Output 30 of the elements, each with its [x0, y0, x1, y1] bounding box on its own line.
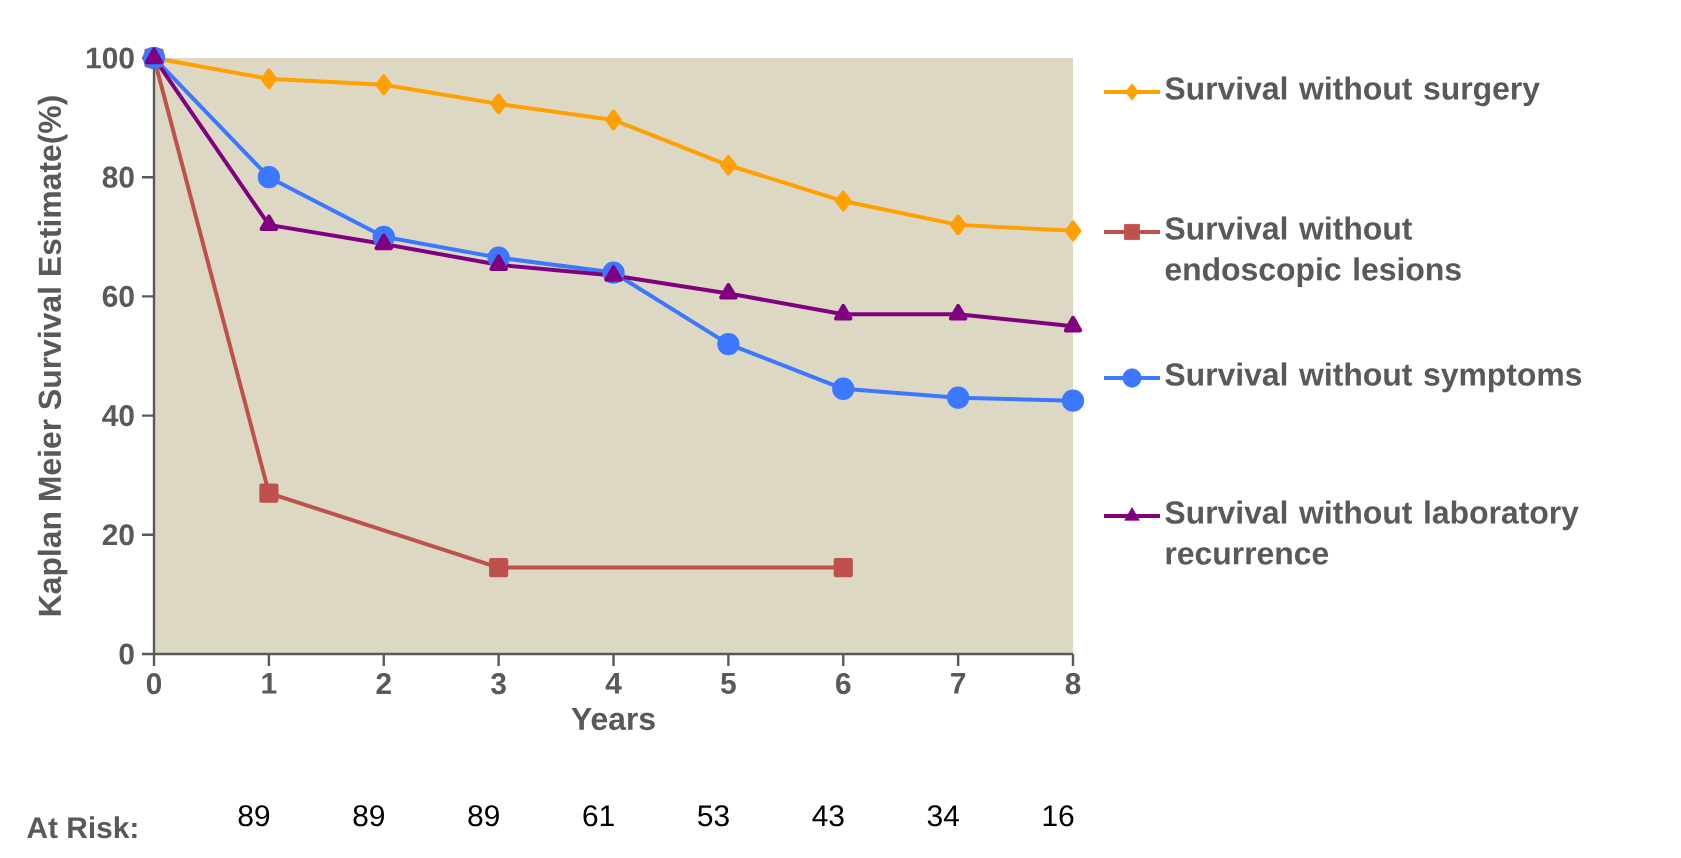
x-tick-label: 4	[605, 673, 622, 694]
x-tick-label: 2	[376, 673, 391, 694]
text: 53	[698, 805, 729, 827]
text: 89	[468, 805, 499, 827]
x-tick-label: 8	[1065, 673, 1081, 695]
y-tick-label: 40	[102, 405, 134, 427]
x-tick-label: 1	[262, 673, 277, 694]
y-tick-label: 60	[102, 285, 134, 307]
text: 89	[353, 805, 385, 827]
legend-label: Survival without symptoms	[1165, 362, 1582, 393]
text: 89	[238, 805, 270, 827]
x-tick-label: 0	[146, 673, 162, 695]
legend-label: Survival without endoscopic lesions	[1165, 216, 1461, 287]
legend-label: Survival without surgery	[1165, 76, 1540, 107]
text: 61	[583, 805, 614, 827]
text: 43	[812, 805, 844, 827]
x-tick-label: 5	[720, 673, 736, 694]
x-tick-label: 7	[951, 673, 966, 694]
y-tick-label: 0	[119, 643, 134, 665]
x-tick-label: 6	[836, 673, 851, 695]
legend-label: Survival without laboratory recurrence	[1165, 500, 1579, 565]
text: 34	[927, 805, 959, 827]
text: At Risk:	[27, 816, 137, 839]
text: 16	[1043, 805, 1074, 827]
y-tick-label: 80	[102, 166, 134, 188]
y-axis-title: Kaplan Meier Survival Estimate(%)	[37, 96, 68, 616]
x-axis-title: Years	[571, 707, 655, 731]
x-tick-label: 3	[491, 673, 506, 695]
y-tick-label: 20	[102, 524, 134, 546]
y-tick-label: 100	[86, 47, 134, 69]
